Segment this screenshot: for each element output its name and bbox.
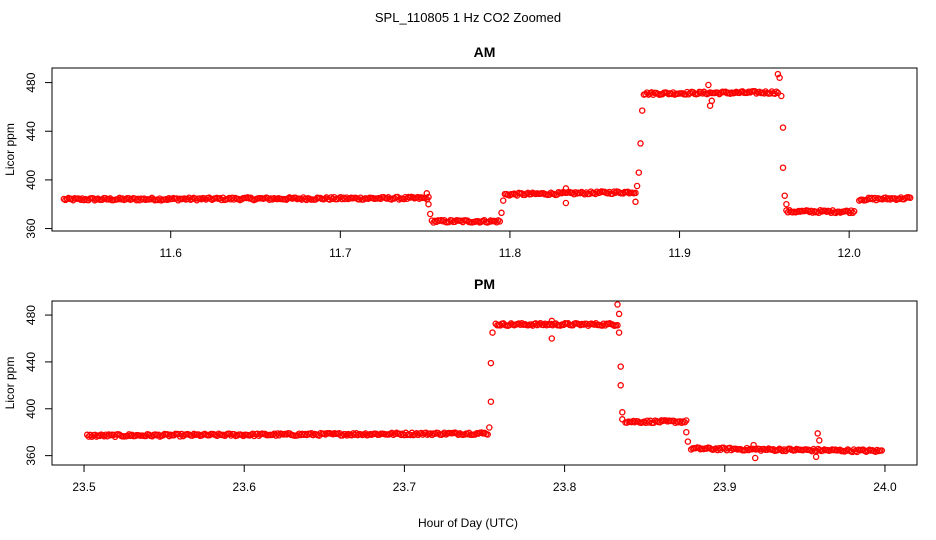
data-point xyxy=(499,197,507,204)
data-point xyxy=(614,322,621,329)
data-point xyxy=(684,438,692,445)
data-point xyxy=(779,124,787,131)
am-data-points xyxy=(60,70,914,226)
data-point xyxy=(705,81,712,89)
data-point xyxy=(779,164,787,171)
data-point xyxy=(562,199,570,207)
data-point xyxy=(486,424,493,431)
data-point xyxy=(633,182,641,190)
pm-y-tick-label: 440 xyxy=(24,352,38,372)
data-point xyxy=(619,409,626,416)
am-x-tick-label: 11.7 xyxy=(329,246,352,260)
pm-panel-title: PM xyxy=(474,276,495,292)
data-point xyxy=(617,363,624,370)
data-point xyxy=(562,185,570,192)
data-point xyxy=(773,88,780,95)
data-point xyxy=(632,198,639,206)
data-point xyxy=(816,437,823,444)
pm-y-tick-label: 400 xyxy=(24,398,38,418)
pm-y-tick-label: 360 xyxy=(24,445,38,465)
pm-x-tick-label: 24.0 xyxy=(873,480,897,494)
pm-panel: PM Licor ppm 23.5 23.6 23.7 23.8 23.9 24.0 360 40… xyxy=(3,276,918,494)
am-x-tick-label: 11.9 xyxy=(668,246,691,260)
data-point xyxy=(615,329,623,336)
pm-data-points xyxy=(83,301,886,462)
data-point xyxy=(637,140,644,147)
am-y-tick-label: 440 xyxy=(24,121,38,141)
data-point xyxy=(487,359,495,367)
pm-plot-frame xyxy=(51,300,918,466)
data-point xyxy=(878,447,886,454)
data-point xyxy=(774,70,782,78)
data-point xyxy=(426,210,434,218)
data-point xyxy=(632,189,639,197)
data-point xyxy=(496,218,504,225)
pm-x-tick-label: 23.8 xyxy=(553,480,577,494)
data-point xyxy=(425,200,432,208)
am-y-tick-label: 360 xyxy=(24,218,38,238)
am-x-tick-label: 11.6 xyxy=(159,246,182,260)
data-point xyxy=(548,335,556,342)
am-y-tick-label: 480 xyxy=(24,72,38,92)
am-x-tick-label: 12.0 xyxy=(837,246,861,260)
data-point xyxy=(778,92,785,100)
data-point xyxy=(614,301,621,308)
pm-x-tick-label: 23.7 xyxy=(393,480,417,494)
data-point xyxy=(423,190,431,197)
data-point xyxy=(635,169,643,176)
data-point xyxy=(708,97,716,105)
data-point xyxy=(619,416,626,423)
data-point xyxy=(850,208,858,215)
data-point xyxy=(638,107,646,114)
data-point xyxy=(681,418,689,426)
data-point xyxy=(751,454,759,462)
data-point xyxy=(615,310,623,318)
data-point xyxy=(498,209,505,217)
data-point xyxy=(683,417,690,424)
am-panel-title: AM xyxy=(474,44,496,60)
pm-x-tick-label: 23.5 xyxy=(72,480,96,494)
data-point xyxy=(683,428,690,436)
am-plot-frame xyxy=(51,67,918,232)
pm-y-tick-label: 480 xyxy=(24,305,38,325)
data-point xyxy=(812,453,820,461)
data-point xyxy=(814,430,821,437)
figure-title: SPL_110805 1 Hz CO2 Zoomed xyxy=(375,10,561,25)
data-point xyxy=(617,382,624,389)
x-axis-label: Hour of Day (UTC) xyxy=(418,516,518,530)
am-x-tick-label: 11.8 xyxy=(499,246,522,260)
data-point xyxy=(776,74,783,81)
am-y-tick-label: 400 xyxy=(24,170,38,190)
am-panel: AM Licor ppm 11.6 11.7 11.8 11.9 12.0 360 400 440… xyxy=(3,44,918,260)
data-point xyxy=(849,209,856,217)
data-point xyxy=(487,398,495,405)
data-point xyxy=(484,431,491,438)
data-point xyxy=(783,200,790,208)
pm-y-axis-label: Licor ppm xyxy=(3,357,17,410)
data-point xyxy=(548,317,556,325)
am-y-axis-label: Licor ppm xyxy=(3,123,17,176)
data-point xyxy=(781,192,788,199)
pm-x-tick-label: 23.6 xyxy=(233,480,257,494)
data-point xyxy=(906,194,914,202)
pm-x-tick-label: 23.9 xyxy=(713,480,737,494)
data-point xyxy=(750,441,757,449)
data-point xyxy=(489,329,496,336)
